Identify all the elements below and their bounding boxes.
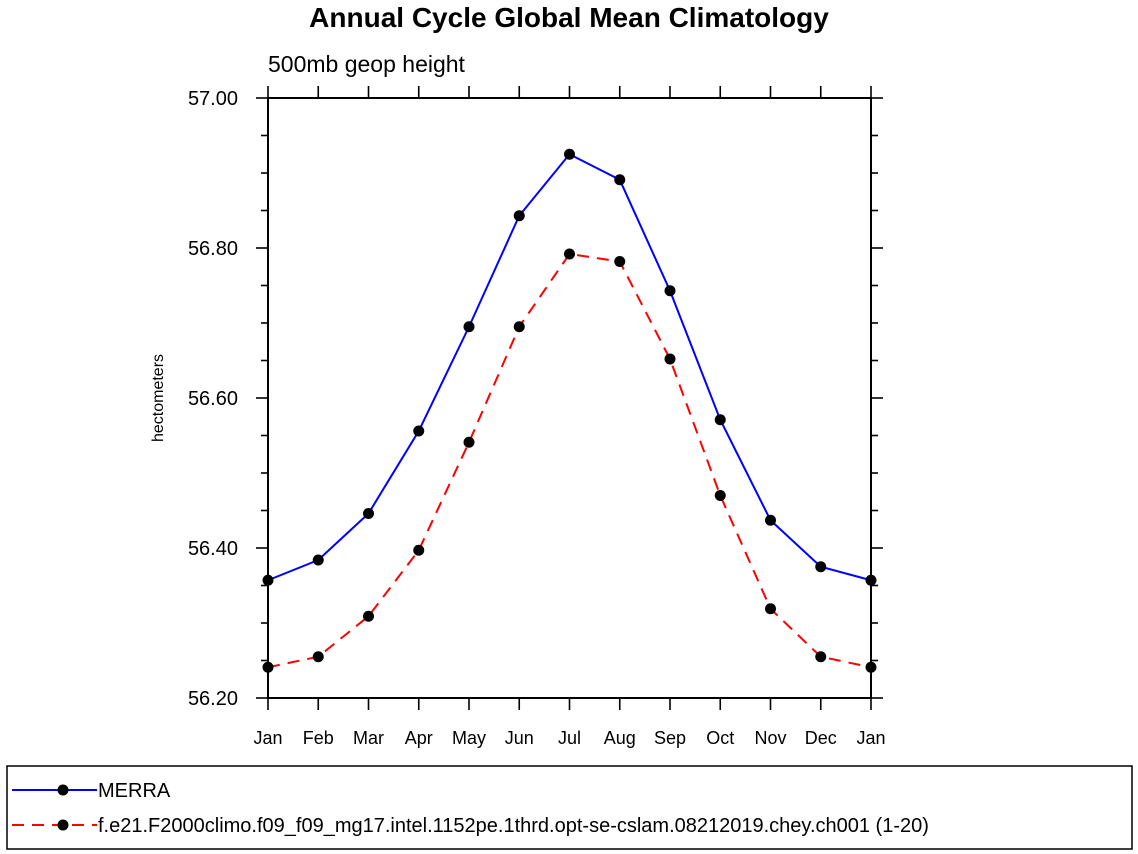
series-2 xyxy=(262,248,877,673)
legend-entries: MERRA f.e21.F2000climo.f09_f09_mg17.intel… xyxy=(12,780,929,837)
data-point xyxy=(815,561,827,573)
data-point xyxy=(714,490,726,501)
x-tick-label: Jan xyxy=(856,728,885,748)
legend-label: f.e21.F2000climo.f09_f09_mg17.intel.1152… xyxy=(98,815,929,837)
chart-title: Annual Cycle Global Mean Climatology xyxy=(309,2,829,33)
y-tick-labels: 56.20 56.40 56.60 56.80 57.00 xyxy=(188,88,238,710)
x-tick-labels: Jan Feb Mar Apr May Jun Jul Aug Sep Oct Nov Dec Jan xyxy=(253,728,885,748)
data-point xyxy=(463,436,475,448)
data-point xyxy=(463,321,475,333)
data-point xyxy=(413,544,425,556)
data-point xyxy=(765,603,776,615)
series-layer xyxy=(262,148,877,673)
data-point xyxy=(765,514,776,526)
x-tick-label: Nov xyxy=(754,728,786,748)
chart-subtitle: 500mb geop height xyxy=(268,51,466,77)
x-tick-label: Oct xyxy=(706,728,734,748)
x-tick-label: Jun xyxy=(505,728,534,748)
data-point xyxy=(614,256,626,267)
y-tick-label: 56.60 xyxy=(188,388,238,410)
data-point xyxy=(664,285,676,297)
data-point xyxy=(614,174,626,186)
x-tick-label: Mar xyxy=(353,728,384,748)
data-point xyxy=(513,321,525,333)
data-point xyxy=(815,651,827,663)
legend-marker xyxy=(57,819,69,831)
data-point xyxy=(564,248,575,260)
data-point xyxy=(363,508,374,519)
data-point xyxy=(865,574,877,586)
data-point xyxy=(865,661,877,673)
series-line xyxy=(267,252,872,669)
x-tick-label: Aug xyxy=(604,728,636,748)
axis-ticks xyxy=(256,86,883,710)
data-point xyxy=(413,425,425,437)
y-tick-label: 56.40 xyxy=(188,538,238,560)
x-tick-label: Jan xyxy=(253,728,282,748)
data-point xyxy=(262,661,274,673)
data-point xyxy=(312,651,324,663)
x-tick-label: Apr xyxy=(405,728,433,748)
y-tick-label: 57.00 xyxy=(188,88,238,110)
legend-frame xyxy=(6,765,1133,850)
x-tick-label: Dec xyxy=(805,728,837,748)
legend-marker xyxy=(57,784,69,796)
series-1 xyxy=(262,148,877,586)
data-point xyxy=(312,554,324,566)
x-tick-label: Feb xyxy=(303,728,334,748)
y-axis-label: hectometers xyxy=(150,354,167,442)
legend-entry-1: MERRA xyxy=(12,780,171,802)
data-point xyxy=(564,148,575,160)
legend-entry-2: f.e21.F2000climo.f09_f09_mg17.intel.1152… xyxy=(12,815,929,837)
legend-label: MERRA xyxy=(98,780,171,802)
x-tick-label: Sep xyxy=(654,728,686,748)
data-point xyxy=(513,210,525,222)
x-tick-label: Jul xyxy=(558,728,581,748)
series-line xyxy=(267,152,872,582)
legend: MERRA f.e21.F2000climo.f09_f09_mg17.intel… xyxy=(6,765,1133,850)
data-point xyxy=(714,414,726,426)
y-tick-label: 56.20 xyxy=(188,688,238,710)
data-point xyxy=(262,574,274,586)
data-point xyxy=(664,353,676,365)
plot-area: 56.20 56.40 56.60 56.80 57.00 Jan Feb Mar Apr Ma… xyxy=(188,86,886,748)
data-point xyxy=(363,610,374,622)
x-tick-label: May xyxy=(452,728,486,748)
plot-frame xyxy=(267,97,872,699)
y-tick-label: 56.80 xyxy=(188,238,238,260)
